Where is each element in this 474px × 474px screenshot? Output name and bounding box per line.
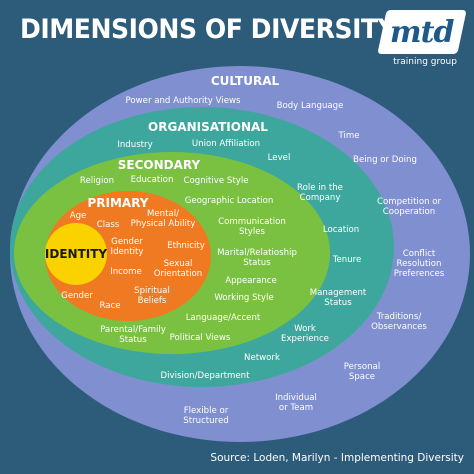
- organisational-item: Management Status: [309, 288, 367, 308]
- primary-item: Mental/ Physical Ability: [130, 209, 196, 229]
- secondary-item: Appearance: [225, 276, 277, 286]
- secondary-item: Language/Accent: [185, 313, 261, 323]
- cultural-item: Traditions/ Observances: [371, 312, 427, 332]
- organisational-item: Tenure: [332, 255, 362, 265]
- primary-item: Income: [110, 267, 142, 277]
- primary-ellipse: [45, 191, 211, 321]
- cultural-item: Being or Doing: [353, 155, 417, 165]
- primary-item: Spiritual Beliefs: [134, 286, 170, 306]
- page-title: DIMENSIONS OF DIVERSITY: [20, 14, 396, 45]
- mtd-logo: mtd training group: [377, 10, 467, 72]
- cultural-item: Competition or Cooperation: [376, 197, 442, 217]
- logo-subtitle: training group: [393, 57, 457, 67]
- cultural-item: Personal Space: [343, 362, 381, 382]
- secondary-item: Marital/Relatioship Status: [217, 248, 297, 268]
- primary-item: Gender Identity: [110, 237, 144, 257]
- primary-item: Sexual Orientation: [153, 259, 203, 279]
- cultural-item: Power and Authority Views: [125, 96, 241, 106]
- secondary-item: Education: [130, 175, 174, 185]
- identity-circle: [45, 223, 107, 285]
- organisational-item: Division/Department: [160, 371, 250, 381]
- organisational-item: Work Experience: [281, 324, 329, 344]
- secondary-item: Working Style: [214, 293, 274, 303]
- organisational-item: Industry: [117, 140, 153, 150]
- primary-item: Ethnicity: [167, 241, 205, 251]
- secondary-item: Cognitive Style: [183, 176, 249, 186]
- secondary-item: Political Views: [169, 333, 231, 343]
- cultural-item: Body Language: [276, 101, 344, 111]
- organisational-item: Location: [322, 225, 360, 235]
- cultural-item: Conflict Resolution Preferences: [393, 249, 445, 279]
- source-citation: Source: Loden, Marilyn - Implementing Di…: [210, 452, 464, 464]
- primary-item: Class: [96, 220, 120, 230]
- logo-text: mtd: [390, 14, 454, 50]
- secondary-item: Religion: [79, 176, 115, 186]
- cultural-item: Flexible or Structured: [183, 406, 229, 426]
- primary-item: Age: [69, 211, 87, 221]
- cultural-heading: CULTURAL: [210, 74, 280, 88]
- cultural-item: Time: [338, 131, 360, 141]
- cultural-item: Individual or Team: [275, 393, 317, 413]
- secondary-item: Communication Styles: [218, 217, 286, 237]
- primary-item: Gender: [61, 291, 93, 301]
- secondary-heading: SECONDARY: [117, 158, 201, 172]
- organisational-item: Network: [244, 353, 280, 363]
- organisational-item: Level: [267, 153, 291, 163]
- organisational-heading: ORGANISATIONAL: [148, 120, 268, 134]
- secondary-item: Parental/Family Status: [100, 325, 166, 345]
- primary-item: Race: [99, 301, 121, 311]
- secondary-item: Geographic Location: [184, 196, 274, 206]
- logo-mark: mtd: [377, 10, 467, 54]
- organisational-item: Union Affiliation: [191, 139, 261, 149]
- primary-heading: PRIMARY: [87, 196, 149, 210]
- organisational-item: Role in the Company: [297, 183, 343, 203]
- identity-label: IDENTITY: [44, 247, 108, 261]
